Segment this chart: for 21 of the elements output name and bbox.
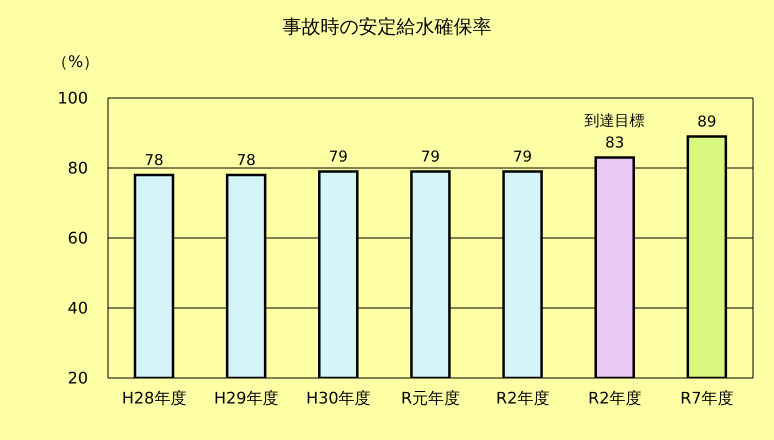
data-label: 78 [144, 151, 164, 169]
y-tick-label: 60 [68, 228, 88, 248]
x-tick-label: H30年度 [306, 388, 371, 408]
y-tick-label: 40 [68, 298, 88, 318]
data-label: 到達目標 83 [584, 112, 645, 152]
y-tick-label: 20 [68, 368, 88, 388]
y-axis-title: （%） [52, 52, 100, 73]
data-label: 79 [513, 148, 532, 166]
chart-title: 事故時の安定給水確保率 [282, 15, 492, 40]
x-tick-label: H29年度 [214, 388, 278, 408]
x-tick-label: R2年度 [588, 388, 642, 408]
data-label: 78 [236, 151, 256, 169]
x-tick-label: R2年度 [496, 388, 550, 408]
x-tick-label: R元年度 [400, 388, 460, 408]
x-tick-label: H28年度 [122, 388, 186, 408]
data-label: 79 [328, 148, 348, 166]
x-tick-label: R7年度 [680, 388, 734, 408]
data-label: 79 [420, 148, 440, 166]
y-tick-label: 100 [57, 88, 88, 108]
data-label: 89 [697, 112, 716, 130]
y-tick-label: 80 [68, 158, 88, 178]
